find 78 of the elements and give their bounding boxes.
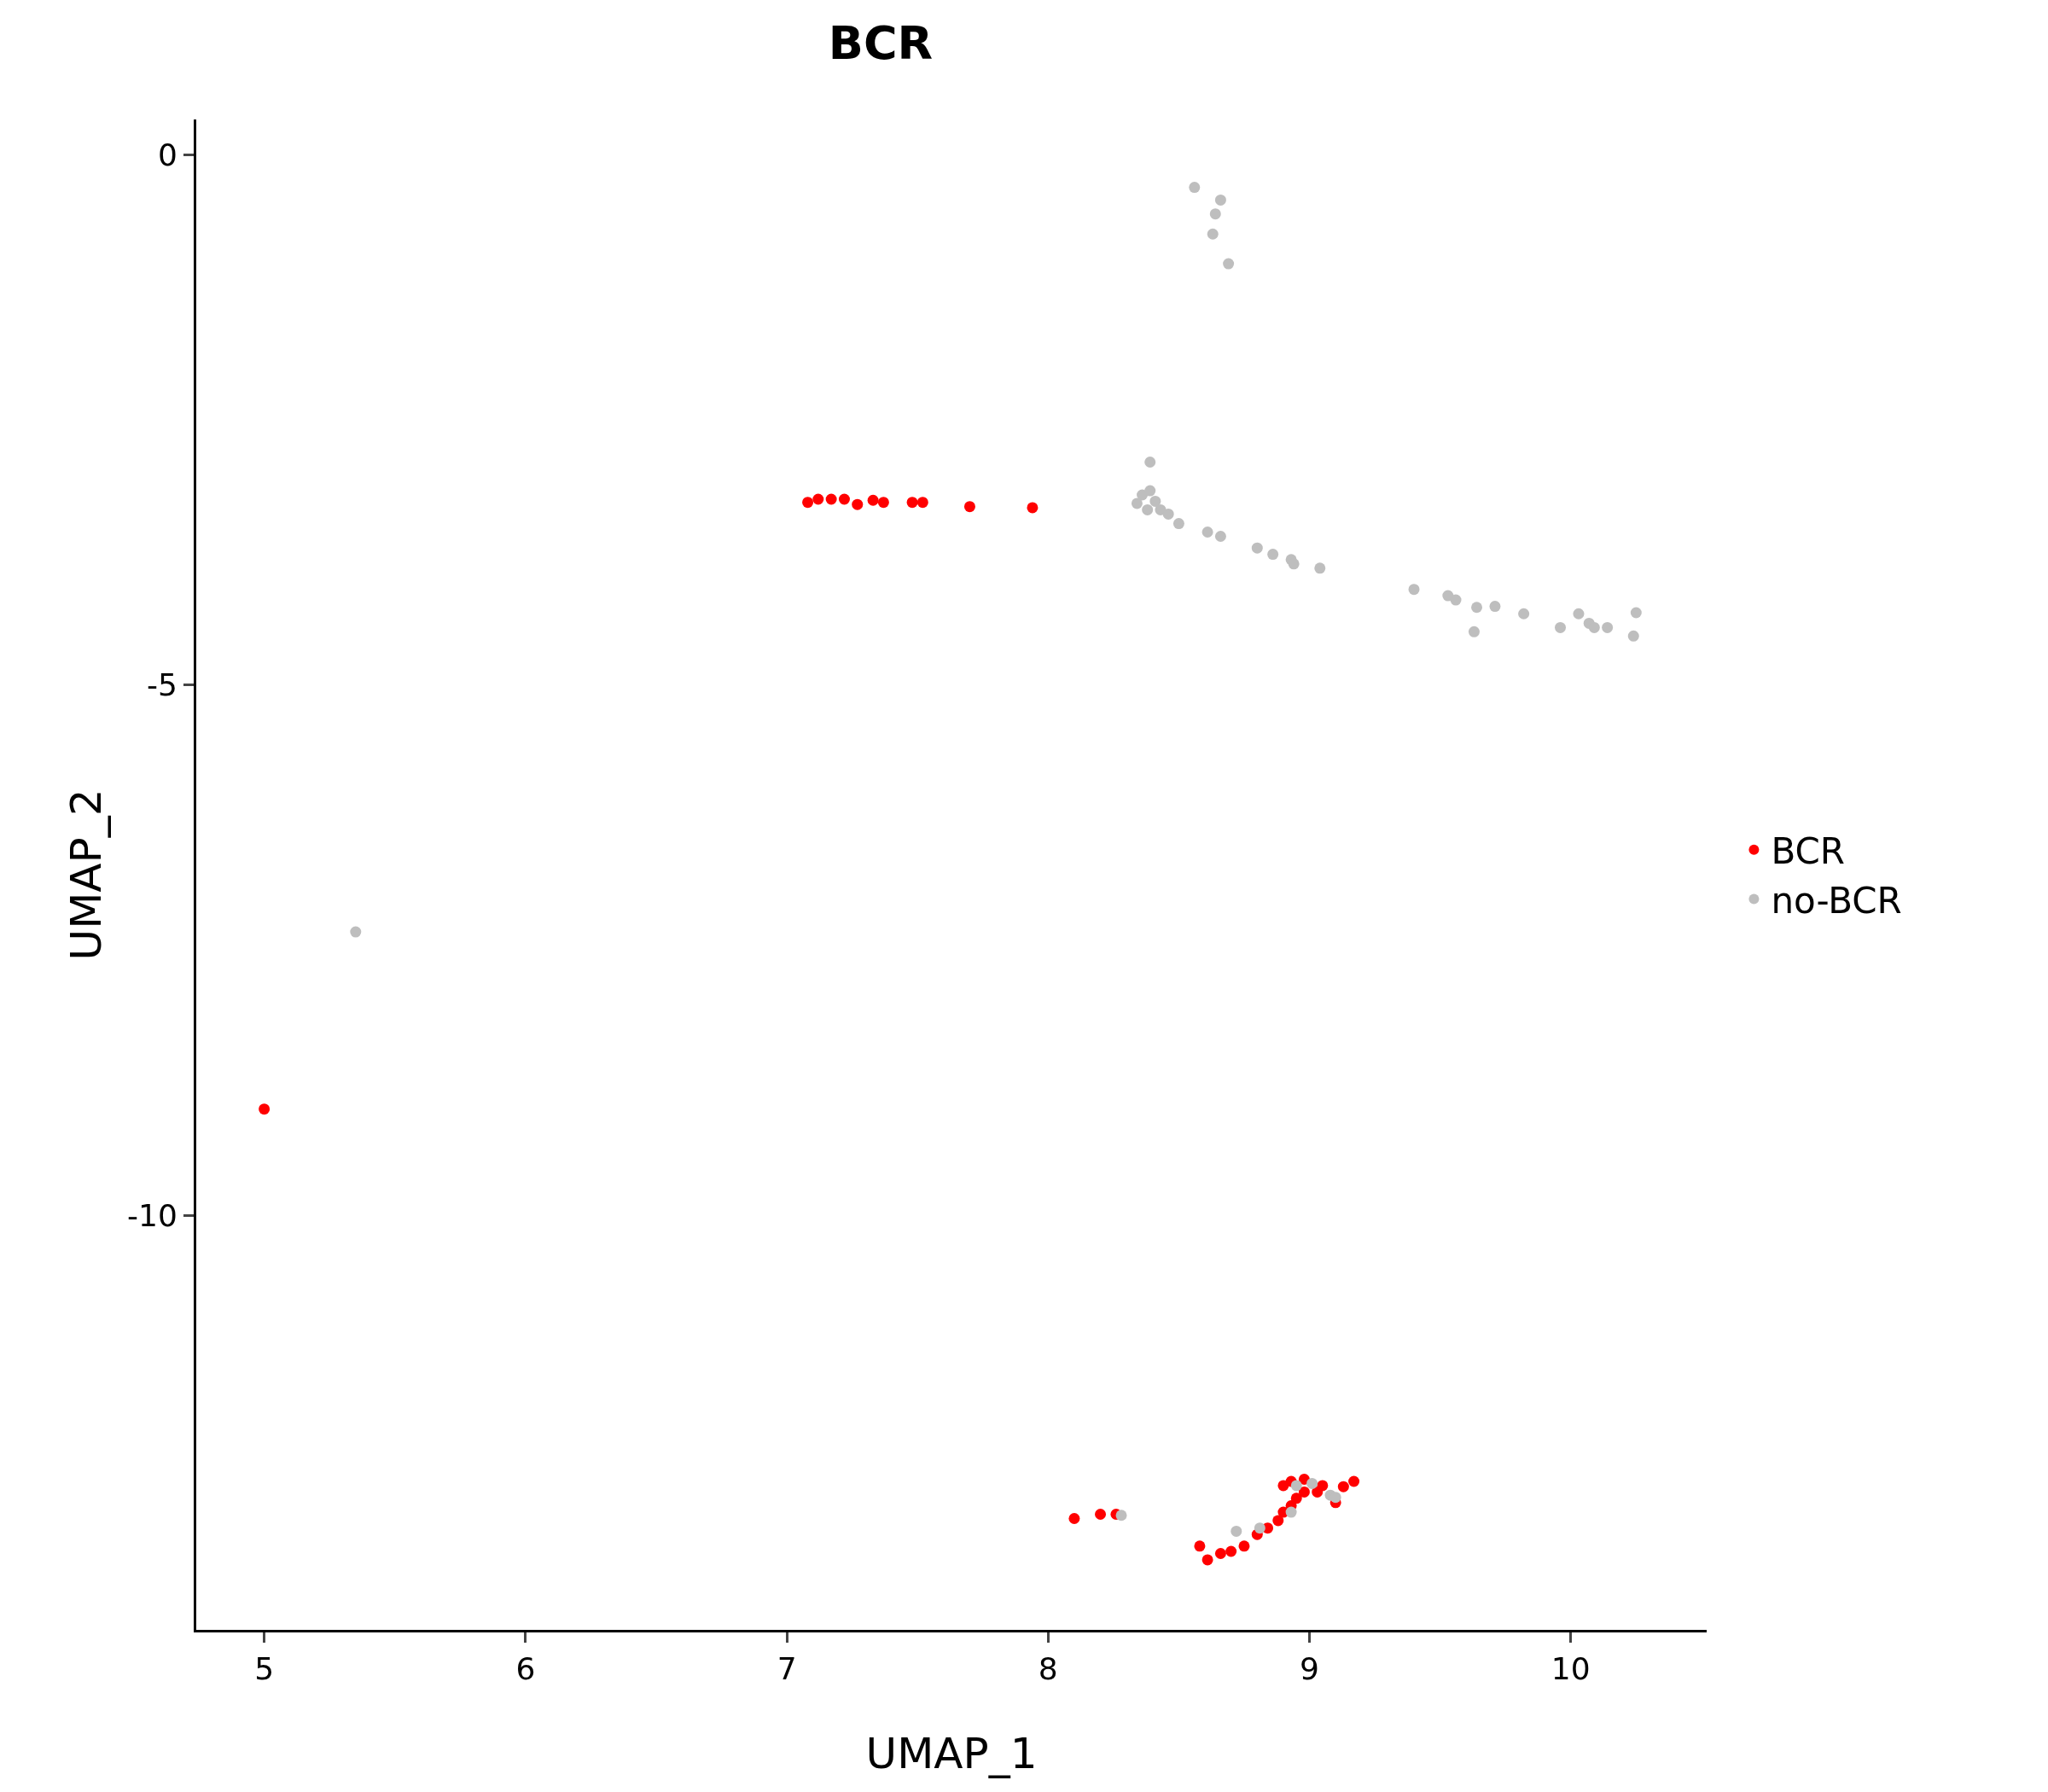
point bbox=[1285, 1506, 1297, 1518]
point bbox=[1489, 601, 1501, 613]
point bbox=[1027, 502, 1039, 514]
point bbox=[1555, 621, 1567, 633]
point bbox=[1095, 1509, 1107, 1521]
point bbox=[1468, 625, 1480, 637]
point bbox=[838, 493, 850, 505]
y-tick-label: -5 bbox=[146, 667, 177, 703]
y-tick-label: -10 bbox=[126, 1197, 177, 1233]
point bbox=[1131, 497, 1143, 509]
point bbox=[350, 926, 362, 938]
point bbox=[906, 497, 918, 509]
point bbox=[1251, 542, 1263, 554]
x-tick-label: 8 bbox=[1038, 1651, 1058, 1687]
point bbox=[1115, 1510, 1127, 1521]
point bbox=[1238, 1540, 1250, 1552]
point bbox=[1267, 549, 1279, 561]
point bbox=[1471, 602, 1483, 614]
point bbox=[259, 1103, 271, 1115]
point bbox=[852, 498, 864, 510]
point bbox=[1630, 607, 1642, 619]
point bbox=[1214, 530, 1226, 542]
point bbox=[1172, 518, 1184, 530]
point bbox=[1288, 558, 1300, 570]
point bbox=[1162, 508, 1174, 520]
point bbox=[802, 497, 814, 509]
point bbox=[812, 493, 824, 505]
point bbox=[1337, 1481, 1349, 1492]
chart-title: BCR bbox=[828, 16, 934, 71]
point bbox=[1588, 621, 1600, 633]
y-tick-label: 0 bbox=[157, 137, 177, 172]
point bbox=[1348, 1475, 1360, 1487]
x-tick-label: 10 bbox=[1551, 1651, 1591, 1687]
point bbox=[1231, 1525, 1242, 1537]
point bbox=[867, 494, 879, 506]
point bbox=[1155, 503, 1167, 515]
point bbox=[1225, 1545, 1237, 1557]
point bbox=[1314, 562, 1326, 574]
point bbox=[877, 497, 889, 509]
point bbox=[916, 497, 928, 509]
point bbox=[1573, 608, 1585, 620]
point bbox=[1272, 1515, 1284, 1527]
point bbox=[1306, 1477, 1318, 1489]
point bbox=[1317, 1480, 1329, 1492]
point bbox=[1290, 1480, 1302, 1492]
point bbox=[1602, 621, 1614, 633]
point bbox=[1201, 527, 1213, 538]
point bbox=[1207, 228, 1219, 240]
point bbox=[1144, 485, 1156, 497]
point bbox=[1209, 208, 1221, 220]
y-axis-title: UMAP_2 bbox=[61, 788, 111, 961]
x-tick-label: 5 bbox=[254, 1651, 275, 1687]
point bbox=[1144, 456, 1156, 468]
point bbox=[1214, 1548, 1226, 1559]
point bbox=[963, 501, 975, 513]
x-axis-title: UMAP_1 bbox=[865, 1729, 1038, 1778]
point bbox=[1290, 1492, 1302, 1504]
point bbox=[1194, 1540, 1206, 1552]
point bbox=[1189, 182, 1201, 194]
point bbox=[1329, 1492, 1341, 1504]
point bbox=[825, 493, 837, 505]
point bbox=[1518, 608, 1530, 620]
point bbox=[1298, 1486, 1310, 1498]
point bbox=[1254, 1522, 1265, 1534]
point bbox=[1450, 594, 1462, 606]
legend-label: BCR bbox=[1771, 830, 1845, 873]
point bbox=[1142, 503, 1154, 515]
x-tick-label: 6 bbox=[515, 1651, 536, 1687]
point bbox=[1223, 258, 1235, 270]
x-tick-label: 7 bbox=[777, 1651, 797, 1687]
point bbox=[1214, 194, 1226, 206]
point bbox=[1201, 1554, 1213, 1566]
point bbox=[1627, 630, 1639, 642]
point bbox=[1408, 584, 1420, 596]
x-tick-label: 9 bbox=[1300, 1651, 1319, 1687]
point bbox=[1149, 495, 1161, 507]
legend-label: no-BCR bbox=[1771, 879, 1902, 922]
point bbox=[1068, 1512, 1080, 1524]
